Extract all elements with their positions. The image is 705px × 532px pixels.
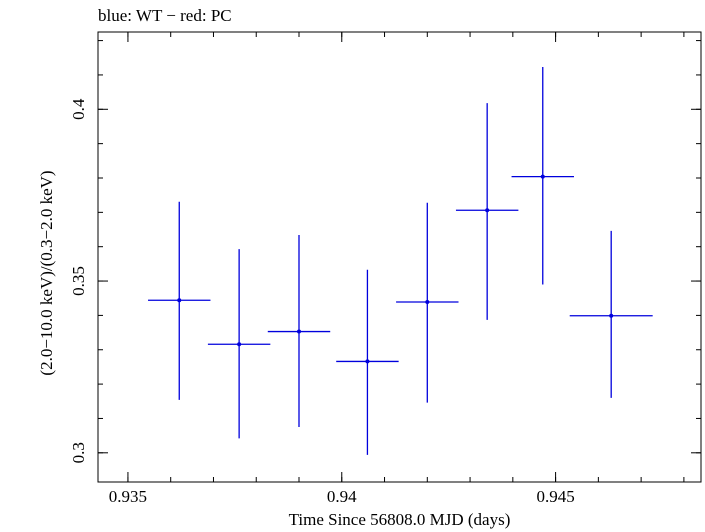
data-point bbox=[177, 298, 182, 303]
data-point bbox=[540, 174, 545, 179]
x-tick-label: 0.935 bbox=[109, 487, 147, 506]
y-tick-label: 0.3 bbox=[69, 442, 88, 463]
chart-title: blue: WT − red: PC bbox=[98, 6, 232, 25]
data-point bbox=[365, 359, 370, 364]
plot-frame bbox=[97, 31, 702, 483]
y-tick-label: 0.4 bbox=[69, 98, 88, 120]
x-tick-label: 0.94 bbox=[327, 487, 357, 506]
data-point bbox=[485, 208, 490, 213]
data-point bbox=[297, 329, 301, 334]
data-point bbox=[609, 313, 614, 318]
series-wt bbox=[148, 67, 653, 455]
y-tick-label: 0.35 bbox=[69, 266, 88, 296]
x-tick-label: 0.945 bbox=[536, 487, 574, 506]
data-point bbox=[237, 342, 242, 347]
x-axis-label: Time Since 56808.0 MJD (days) bbox=[288, 510, 511, 529]
data-point bbox=[425, 300, 430, 304]
